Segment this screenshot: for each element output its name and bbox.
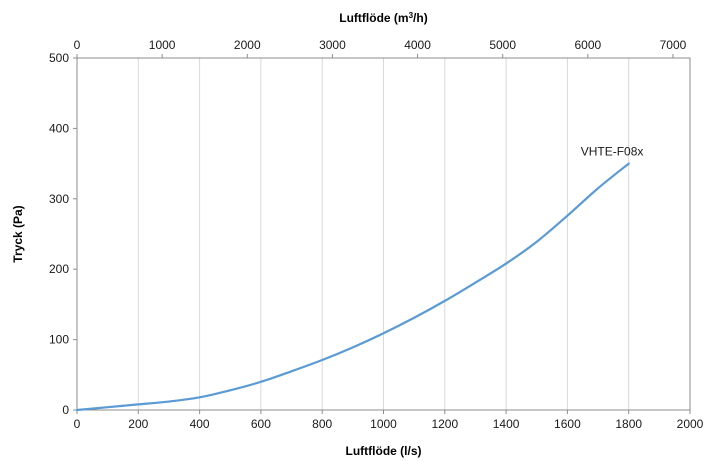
x-tick-label: 600 [251, 417, 271, 431]
x2-tick-label: 4000 [404, 38, 431, 52]
gridlines [137, 58, 630, 410]
x-tick-label: 1200 [431, 417, 458, 431]
x-tick-label: 1000 [370, 417, 397, 431]
x2-tick-label: 0 [74, 38, 81, 52]
x2-axis-title-prefix: Luftflöde (m [339, 11, 408, 25]
y-tick-label: 200 [49, 262, 69, 276]
x2-axis-title-suffix: /h) [413, 11, 428, 25]
x-axis-title: Luftflöde (l/s) [346, 444, 422, 458]
series-label-vhte-f08x: VHTE-F08x [581, 145, 644, 159]
x-tick-label: 1800 [615, 417, 642, 431]
x-tick-label: 200 [128, 417, 148, 431]
x2-tick-label: 1000 [149, 38, 176, 52]
y-axis-title: Tryck (Pa) [11, 205, 25, 262]
x-tick-label: 800 [312, 417, 332, 431]
y-tick-label: 0 [62, 403, 69, 417]
x2-tick-label: 5000 [489, 38, 516, 52]
x2-axis-title-superscript: 3 [409, 11, 414, 20]
x2-tick-label: 2000 [234, 38, 261, 52]
axis-ticks [73, 54, 691, 414]
x-tick-label: 1400 [493, 417, 520, 431]
x-tick-label: 1600 [554, 417, 581, 431]
x2-tick-label: 3000 [319, 38, 346, 52]
y-tick-label: 400 [49, 121, 69, 135]
x2-tick-label: 7000 [660, 38, 687, 52]
series-line-vhte-f08x [75, 162, 630, 412]
y-tick-label: 100 [49, 333, 69, 347]
x-tick-label: 2000 [677, 417, 704, 431]
x2-axis-title: Luftflöde (m3/h) [339, 11, 427, 26]
x-tick-label: 400 [190, 417, 210, 431]
y-tick-label: 300 [49, 192, 69, 206]
x2-tick-label: 6000 [574, 38, 601, 52]
y-tick-label: 500 [49, 51, 69, 65]
x-tick-label: 0 [74, 417, 81, 431]
